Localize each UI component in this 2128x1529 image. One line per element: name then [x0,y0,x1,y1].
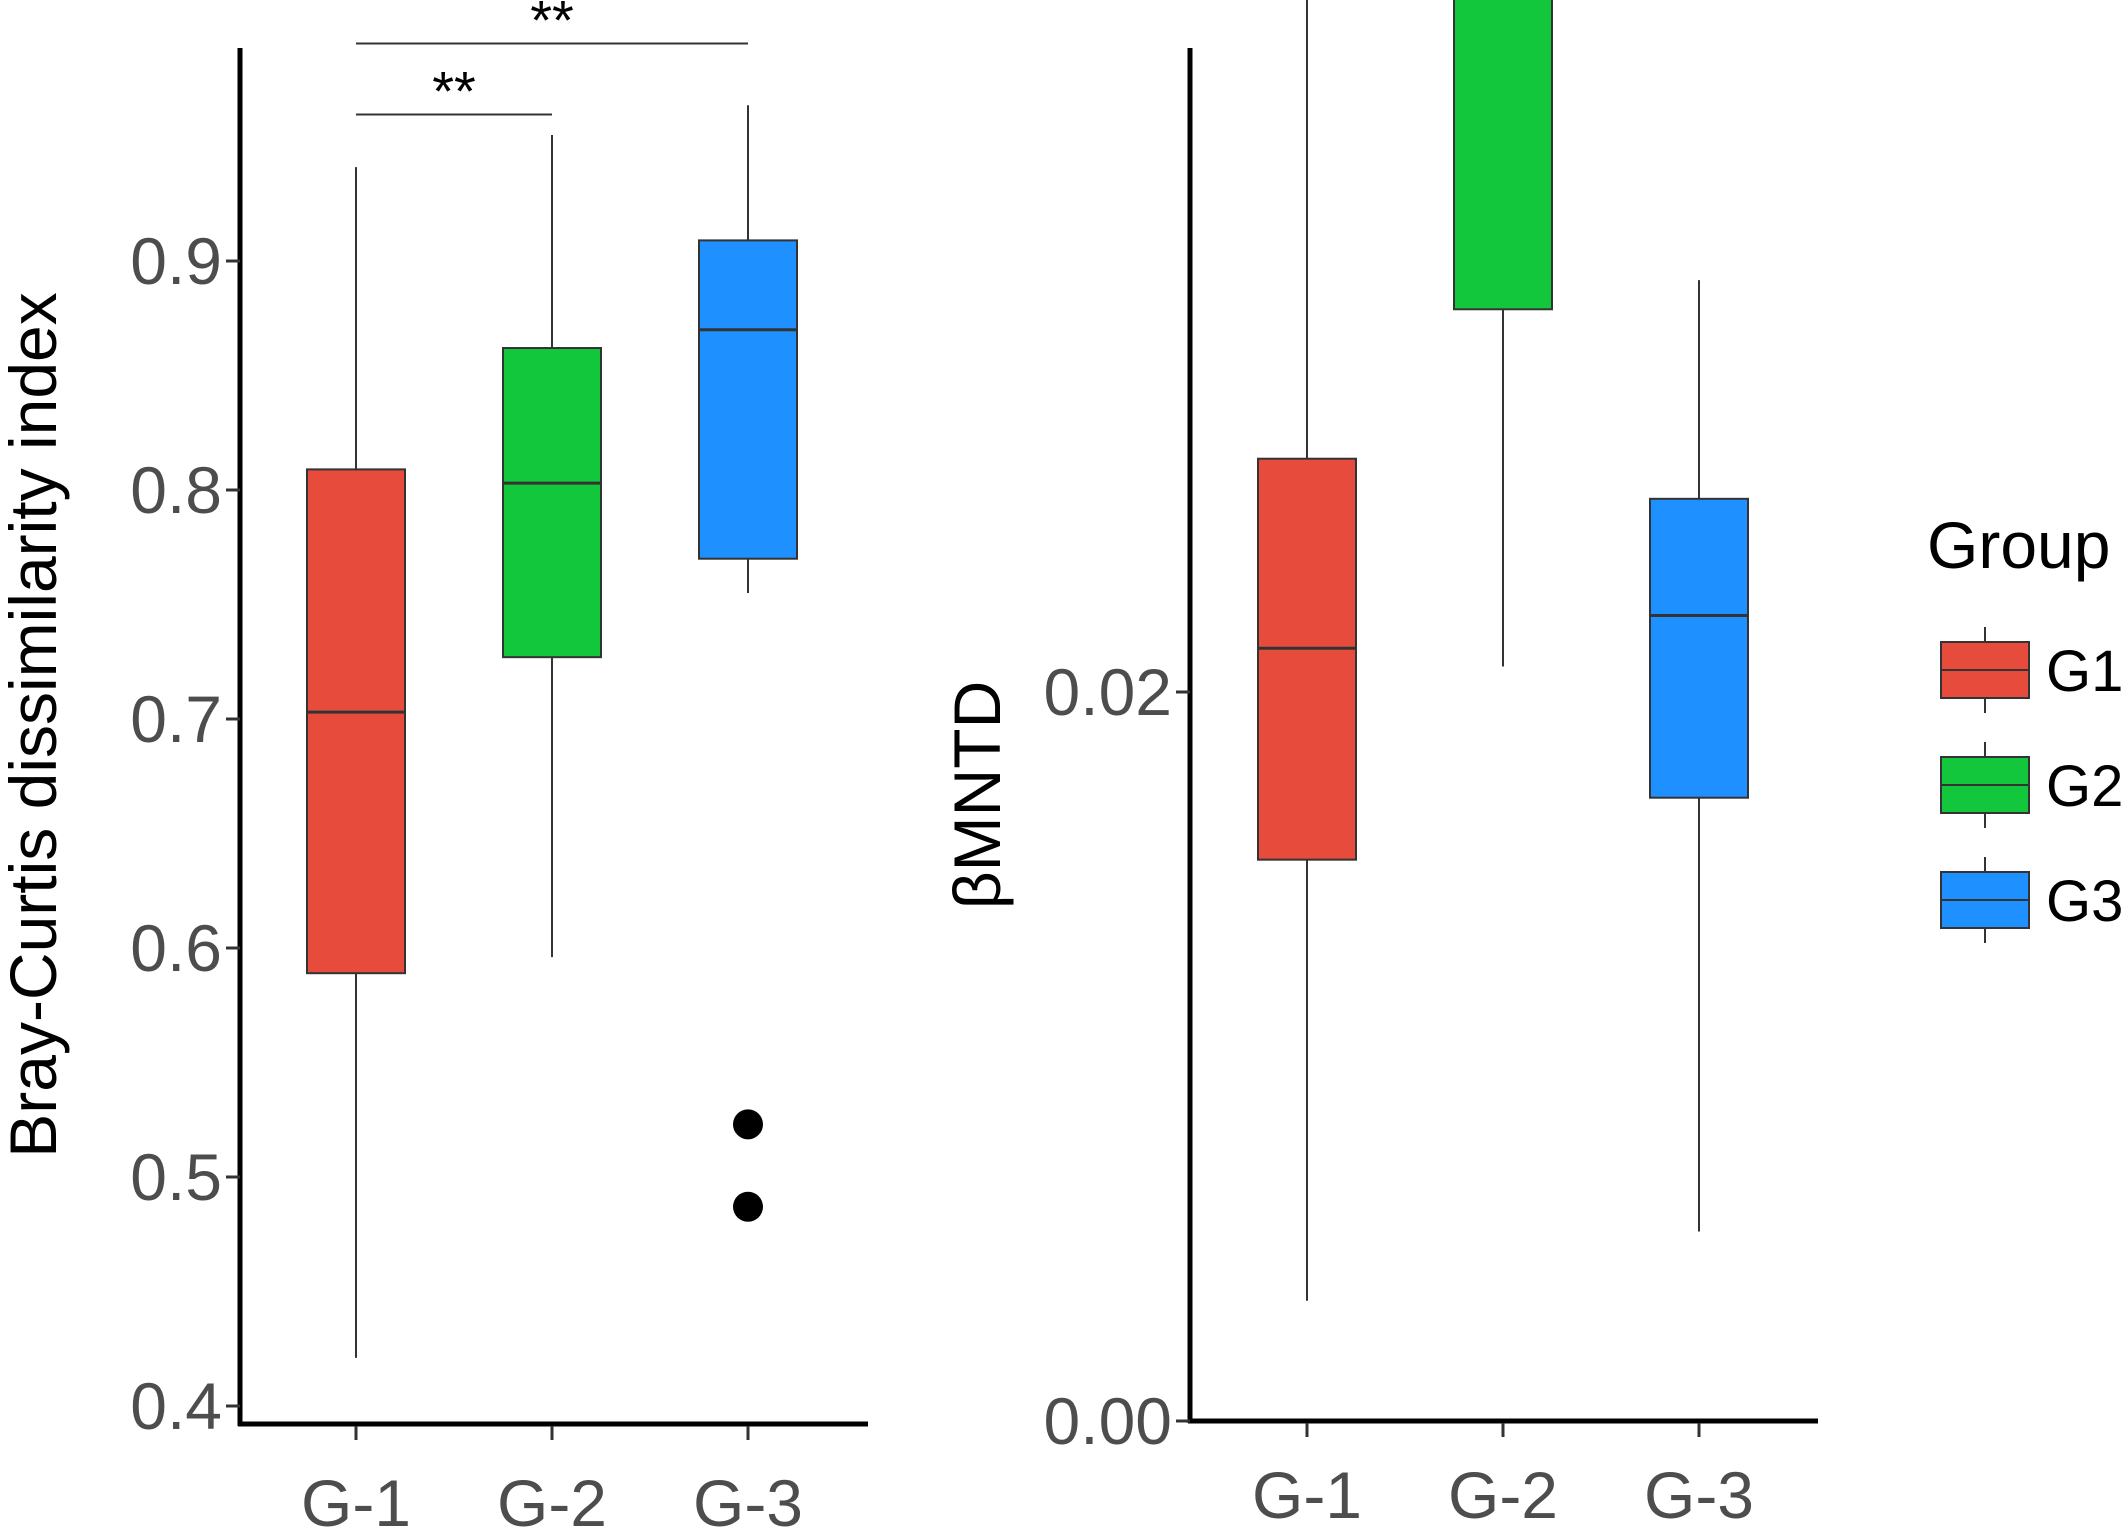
bray-curtis-y-tick-label: 0.9 [130,224,222,298]
bray-curtis-box-g-3 [698,105,798,1222]
bmntd-box-g-3 [1649,280,1749,1232]
legend-item-g1: G1 [1940,627,2123,713]
legend-label: G2 [2046,754,2123,819]
legend-item-g3: G3 [1940,857,2123,943]
bray-curtis-y-tick-label: 0.5 [130,1140,222,1214]
box-iqr [698,239,798,560]
bray-curtis-x-tick-label: G-1 [301,1466,411,1529]
box-iqr [502,347,602,659]
bray-curtis-significance-label: ** [432,59,476,122]
legend-title: Group [1927,508,2110,582]
box-iqr [1649,497,1749,799]
bray-curtis-y-axis-title: Bray-Curtis dissimilarity index [0,292,70,1158]
legend-item-g2: G2 [1940,742,2123,828]
bray-curtis-y-tick-label: 0.7 [130,682,222,756]
bmntd-box-g-2 [1453,0,1553,667]
bray-curtis-x-tick-label: G-3 [693,1466,803,1529]
outlier-point [733,1191,763,1222]
bmntd-x-tick-label: G-1 [1252,1458,1362,1529]
box-iqr [1453,0,1553,311]
bmntd-box-g-1 [1257,0,1357,1301]
legend-label: G3 [2046,869,2123,934]
bray-curtis-significance-label: ** [530,0,574,51]
bmntd-y-tick-label: 0.00 [1044,1384,1172,1458]
bmntd-y-axis-title: βMNTD [940,681,1014,910]
bray-curtis-box-g-1 [306,167,406,1358]
bmntd-y-tick-label: 0.02 [1044,655,1172,729]
bmntd-x-tick-label: G-3 [1644,1458,1754,1529]
bray-curtis-y-tick-label: 0.4 [130,1369,222,1443]
bray-curtis-panel: Bray-Curtis dissimilarity index 0.4 0.5 0.… [0,0,868,1529]
legend-label: G1 [2046,639,2123,704]
bmntd-x-tick-label: G-2 [1448,1458,1558,1529]
bmntd-panel: βMNTD 0.000.020.040.06G-1G-2G-3 ****** [940,0,1818,1529]
bray-curtis-y-tick-label: 0.8 [130,453,222,527]
bray-curtis-x-tick-label: G-2 [497,1466,607,1529]
legend: Group G1 G2 G3 [1927,508,2123,943]
bray-curtis-y-tick-label: 0.6 [130,911,222,985]
box-iqr [1257,457,1357,861]
bray-curtis-box-g-2 [502,135,602,958]
outlier-point [733,1109,763,1140]
box-iqr [306,468,406,975]
